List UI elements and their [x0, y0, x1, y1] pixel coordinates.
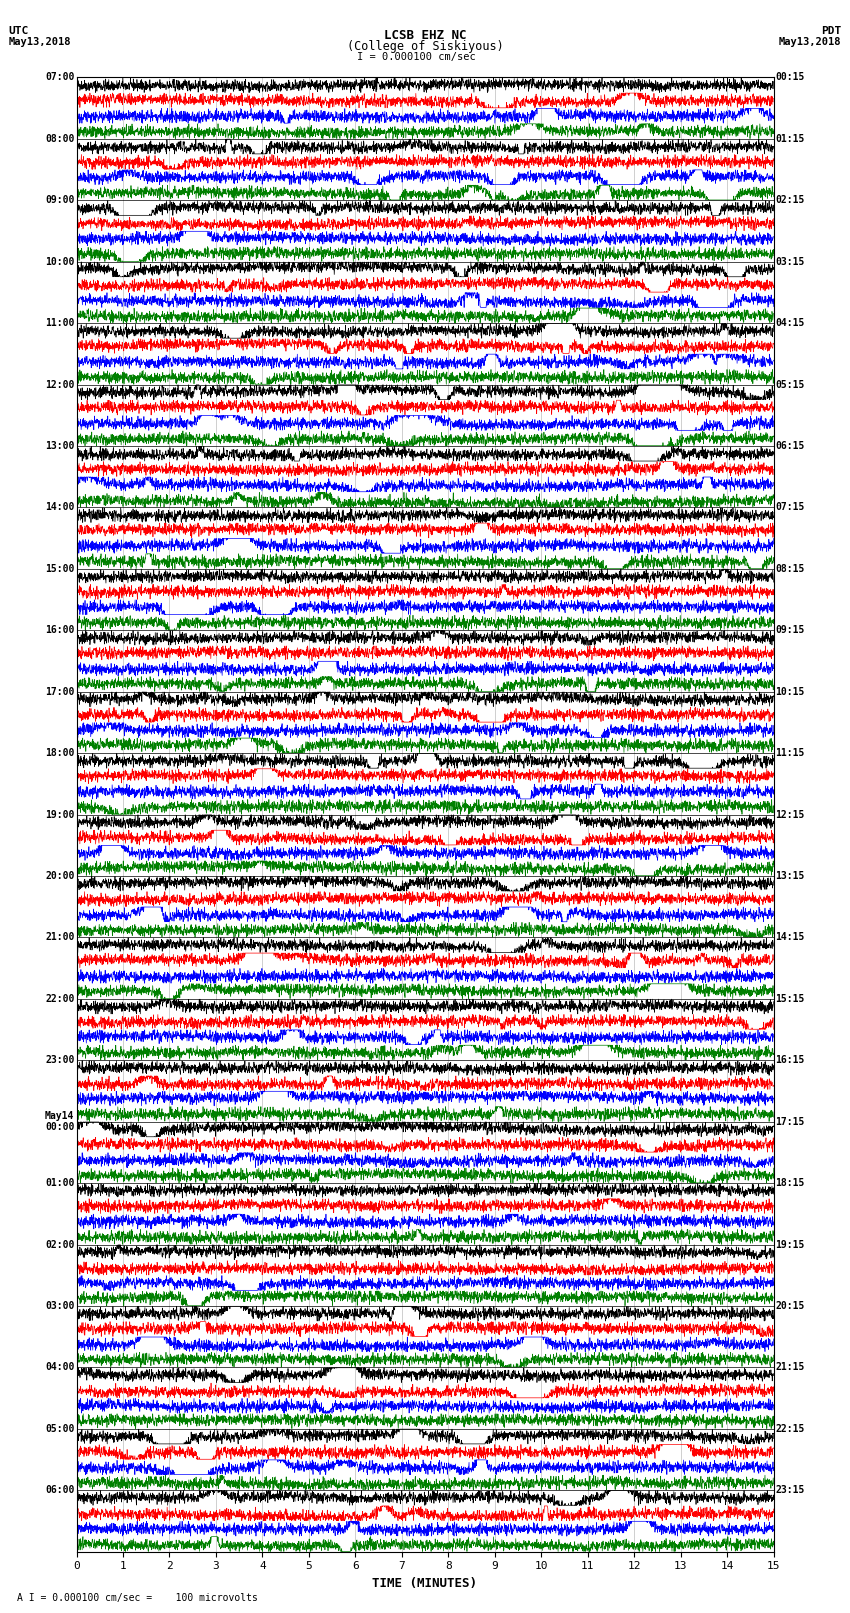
- Text: 23:00: 23:00: [45, 1055, 75, 1065]
- Text: A I = 0.000100 cm/sec =    100 microvolts: A I = 0.000100 cm/sec = 100 microvolts: [17, 1594, 258, 1603]
- Text: 15:15: 15:15: [775, 994, 805, 1003]
- Text: May13,2018: May13,2018: [779, 37, 842, 47]
- Text: 00:15: 00:15: [775, 73, 805, 82]
- Text: 19:00: 19:00: [45, 810, 75, 819]
- Text: 14:15: 14:15: [775, 932, 805, 942]
- Text: 11:15: 11:15: [775, 748, 805, 758]
- Text: 18:00: 18:00: [45, 748, 75, 758]
- Text: 14:00: 14:00: [45, 502, 75, 513]
- Text: PDT: PDT: [821, 26, 842, 35]
- Text: 16:00: 16:00: [45, 626, 75, 636]
- Text: 01:00: 01:00: [45, 1177, 75, 1189]
- Text: 02:00: 02:00: [45, 1239, 75, 1250]
- X-axis label: TIME (MINUTES): TIME (MINUTES): [372, 1578, 478, 1590]
- Text: 20:00: 20:00: [45, 871, 75, 881]
- Text: 09:15: 09:15: [775, 626, 805, 636]
- Text: 21:15: 21:15: [775, 1363, 805, 1373]
- Text: 05:00: 05:00: [45, 1424, 75, 1434]
- Text: May14
00:00: May14 00:00: [45, 1111, 75, 1132]
- Text: 07:15: 07:15: [775, 502, 805, 513]
- Text: LCSB EHZ NC: LCSB EHZ NC: [383, 29, 467, 42]
- Text: 23:15: 23:15: [775, 1486, 805, 1495]
- Text: 07:00: 07:00: [45, 73, 75, 82]
- Text: May13,2018: May13,2018: [8, 37, 71, 47]
- Text: 12:00: 12:00: [45, 379, 75, 390]
- Text: 10:00: 10:00: [45, 256, 75, 266]
- Text: 05:15: 05:15: [775, 379, 805, 390]
- Text: 13:15: 13:15: [775, 871, 805, 881]
- Text: 11:00: 11:00: [45, 318, 75, 327]
- Text: 02:15: 02:15: [775, 195, 805, 205]
- Text: 15:00: 15:00: [45, 565, 75, 574]
- Text: 04:00: 04:00: [45, 1363, 75, 1373]
- Text: 22:15: 22:15: [775, 1424, 805, 1434]
- Text: 10:15: 10:15: [775, 687, 805, 697]
- Text: 01:15: 01:15: [775, 134, 805, 144]
- Text: 18:15: 18:15: [775, 1177, 805, 1189]
- Text: 21:00: 21:00: [45, 932, 75, 942]
- Text: (College of Siskiyous): (College of Siskiyous): [347, 40, 503, 53]
- Text: 06:15: 06:15: [775, 440, 805, 452]
- Text: 06:00: 06:00: [45, 1486, 75, 1495]
- Text: 22:00: 22:00: [45, 994, 75, 1003]
- Text: 03:15: 03:15: [775, 256, 805, 266]
- Text: UTC: UTC: [8, 26, 29, 35]
- Text: I = 0.000100 cm/sec: I = 0.000100 cm/sec: [357, 52, 476, 61]
- Text: 03:00: 03:00: [45, 1302, 75, 1311]
- Text: 19:15: 19:15: [775, 1239, 805, 1250]
- Text: 08:15: 08:15: [775, 565, 805, 574]
- Text: 13:00: 13:00: [45, 440, 75, 452]
- Text: 17:15: 17:15: [775, 1116, 805, 1127]
- Text: 09:00: 09:00: [45, 195, 75, 205]
- Text: 08:00: 08:00: [45, 134, 75, 144]
- Text: 04:15: 04:15: [775, 318, 805, 327]
- Text: 17:00: 17:00: [45, 687, 75, 697]
- Text: 16:15: 16:15: [775, 1055, 805, 1065]
- Text: 20:15: 20:15: [775, 1302, 805, 1311]
- Text: 12:15: 12:15: [775, 810, 805, 819]
